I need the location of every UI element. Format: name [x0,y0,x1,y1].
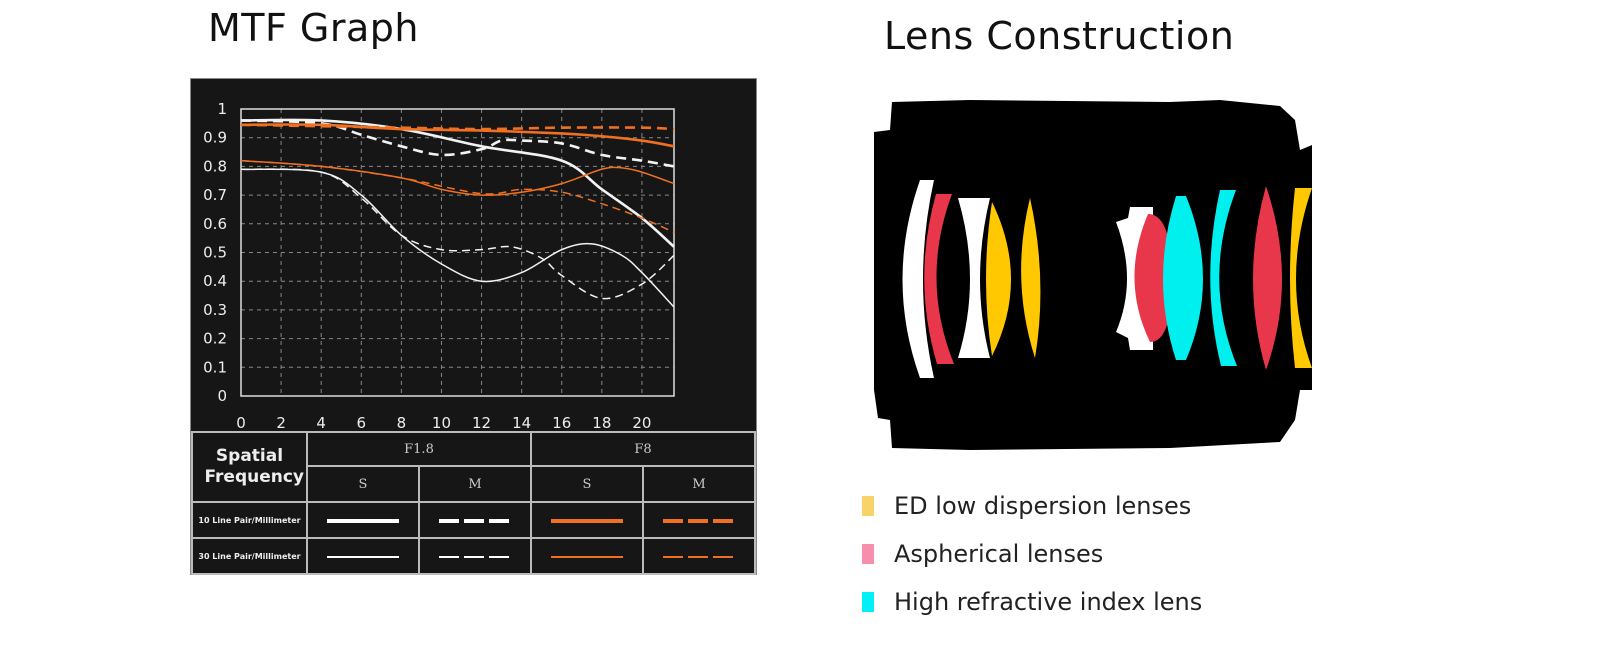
x-tick-label: 8 [397,414,407,431]
spatial-frequency-label: Spatial Frequency [204,446,305,487]
y-tick-label: 0.1 [203,358,227,376]
x-tick-label: 16 [552,414,571,431]
lens-construction-diagram [874,100,1312,450]
legend-ed-lenses: ED low dispersion lenses [862,492,1191,520]
lens-element-ed [1290,188,1312,368]
legend-ed-label: ED low dispersion lenses [894,492,1192,520]
mtf-graph-title: MTF Graph [208,6,419,50]
lens-element-high-refractive [1210,190,1237,366]
mtf-curve-f1-8-s-10-line-pair-millimeter [240,118,675,248]
lens-element-aspherical [1134,214,1172,342]
legend-aspherical-label: Aspherical lenses [894,540,1104,568]
mtf-curve-f8-m-10-line-pair-millimeter [240,123,675,131]
mtf-legend-table: Spatial Frequency F1.8 F8 S M S M 10 Lin… [191,431,756,575]
x-tick-label: 12 [472,414,491,431]
legend-line-f8-m-10 [663,519,735,523]
sagittal-header: S [530,465,644,503]
x-tick-label: 0 [236,414,246,431]
meridional-header: M [418,465,532,503]
mtf-curve-f8-s-30-line-pair-millimeter [240,159,675,196]
legend-header-cell: Spatial Frequency [191,431,308,503]
y-tick-label: 0.3 [203,301,227,319]
y-tick-label: 0 [217,387,227,405]
legend-high-refractive-lens: High refractive index lens [862,588,1202,616]
legend-line-f8-s-30 [551,556,623,558]
y-tick-label: 0.8 [203,157,227,175]
high-refractive-swatch-icon [862,592,874,612]
legend-line-f18-s-10 [327,519,399,523]
y-tick-label: 0.7 [203,186,227,204]
lens-element-ed [1021,198,1041,358]
y-tick-label: 0.9 [203,129,227,147]
mtf-curve-f1-8-s-30-line-pair-millimeter [240,168,675,308]
row-label-10lp: 10 Line Pair/Millimeter [191,501,308,539]
aspherical-swatch-icon [862,544,874,564]
x-tick-label: 18 [592,414,611,431]
legend-line-f8-m-30 [663,556,735,558]
mtf-chart: 00.10.20.30.40.50.60.70.80.910 2 4 6 8 10 12 14… [203,100,675,431]
y-tick-label: 0.4 [203,272,227,290]
lens-element-high-refractive [1163,196,1203,360]
mtf-curve-f8-s-10-line-pair-millimeter [240,123,675,148]
aperture-f8-header: F8 [530,431,756,467]
legend-line-f18-m-10 [439,519,511,523]
legend-line-f18-m-30 [439,556,511,558]
meridional-header: M [642,465,756,503]
mtf-curve-f8-m-30-line-pair-millimeter [240,159,675,234]
x-tick-label: 4 [316,414,326,431]
legend-high-refractive-label: High refractive index lens [894,588,1203,616]
y-tick-label: 0.2 [203,330,227,348]
lens-element-standard [902,180,934,378]
row-label-30lp: 30 Line Pair/Millimeter [191,537,308,575]
lens-barrel [874,100,1312,450]
legend-line-f8-s-10 [551,519,623,523]
lens-element-aspherical [924,194,954,364]
legend-aspherical-lenses: Aspherical lenses [862,540,1103,568]
x-tick-label: 20 [632,414,651,431]
plot-frame [240,108,675,397]
lens-element-standard [958,198,990,358]
y-tick-label: 1 [217,100,227,118]
mtf-curve-f1-8-m-10-line-pair-millimeter [240,119,675,168]
y-tick-label: 0.5 [203,244,227,262]
mtf-chart-panel: 0 0.1 0.2 0.3 0.4 0.5 0.6 0.7 0.8 0.9 1 0 2 4 6 8 10 12 14… [190,78,757,575]
aperture-f18-header: F1.8 [306,431,532,467]
x-tick-label: 10 [432,414,451,431]
mtf-curve-f1-8-m-30-line-pair-millimeter [240,168,675,300]
lens-construction-title: Lens Construction [884,14,1235,58]
x-tick-label: 14 [512,414,531,431]
y-tick-label: 0.6 [203,215,227,233]
x-tick-label: 6 [357,414,367,431]
lens-element-aspherical [1253,186,1282,370]
lens-element-ed [986,202,1011,356]
sagittal-header: S [306,465,420,503]
x-tick-label: 2 [276,414,286,431]
ed-swatch-icon [862,496,874,516]
legend-line-f18-s-30 [327,556,399,558]
